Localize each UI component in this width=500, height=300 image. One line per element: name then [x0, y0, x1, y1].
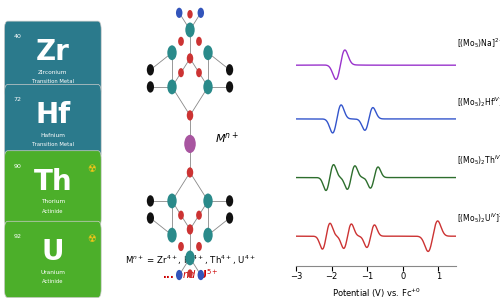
Circle shape [226, 195, 233, 207]
Circle shape [196, 37, 202, 46]
Circle shape [186, 250, 194, 265]
Circle shape [198, 270, 204, 280]
Circle shape [147, 64, 154, 76]
Circle shape [196, 242, 202, 251]
Circle shape [187, 53, 193, 64]
Circle shape [204, 194, 212, 208]
FancyBboxPatch shape [4, 85, 101, 161]
Circle shape [168, 194, 176, 208]
Text: 90: 90 [13, 164, 21, 169]
Text: 72: 72 [13, 98, 21, 102]
Text: Thorium: Thorium [40, 199, 65, 204]
Text: Hf: Hf [35, 101, 70, 129]
Text: Transition Metal: Transition Metal [32, 142, 74, 148]
Circle shape [176, 270, 182, 280]
Circle shape [147, 195, 154, 207]
Circle shape [176, 8, 182, 18]
Circle shape [198, 8, 204, 18]
Text: Actinide: Actinide [42, 209, 64, 214]
Text: M$^{n+}$ = Zr$^{4+}$, Hf$^{4+}$, Th$^{4+}$, U$^{4+}$: M$^{n+}$ = Zr$^{4+}$, Hf$^{4+}$, Th$^{4+… [124, 254, 256, 268]
Circle shape [178, 37, 184, 46]
Text: ☢: ☢ [87, 164, 96, 174]
X-axis label: Potential (V) vs. Fc$^{+0}$: Potential (V) vs. Fc$^{+0}$ [332, 286, 420, 300]
Text: Zirconium: Zirconium [38, 70, 68, 75]
Circle shape [226, 81, 233, 93]
Text: U: U [42, 238, 64, 266]
Text: ... $\it{and}$ U$^{5+}$: ... $\it{and}$ U$^{5+}$ [162, 267, 218, 281]
Text: 40: 40 [13, 34, 21, 39]
Circle shape [204, 45, 212, 60]
Text: Uranium: Uranium [40, 270, 66, 275]
Circle shape [188, 269, 192, 278]
Circle shape [147, 212, 154, 224]
Circle shape [147, 81, 154, 93]
FancyBboxPatch shape [4, 221, 101, 298]
Text: Hafnium: Hafnium [40, 133, 66, 138]
Text: Actinide: Actinide [42, 279, 64, 284]
Circle shape [187, 110, 193, 121]
FancyBboxPatch shape [4, 151, 101, 227]
Circle shape [168, 45, 176, 60]
Circle shape [168, 228, 176, 242]
Circle shape [187, 167, 193, 178]
Circle shape [188, 10, 192, 19]
Circle shape [196, 68, 202, 77]
Circle shape [186, 22, 194, 37]
Text: [(Mo$_5$)$_2$U$^{IV}$]$^{2-}$: [(Mo$_5$)$_2$U$^{IV}$]$^{2-}$ [456, 211, 500, 225]
Text: Zr: Zr [36, 38, 70, 66]
Text: M$^{n+}$: M$^{n+}$ [215, 130, 239, 146]
Circle shape [204, 80, 212, 94]
Text: [(Mo$_5$)$_2$Hf$^{IV}$]$^{2-}$: [(Mo$_5$)$_2$Hf$^{IV}$]$^{2-}$ [456, 95, 500, 109]
Text: [(Mo$_5$)Na]$^{2-}$: [(Mo$_5$)Na]$^{2-}$ [456, 36, 500, 50]
Text: 92: 92 [13, 234, 21, 239]
Text: ☢: ☢ [87, 234, 96, 244]
Circle shape [187, 224, 193, 235]
Circle shape [178, 211, 184, 220]
Text: [(Mo$_5$)$_2$Th$^{IV}$]$^{2-}$: [(Mo$_5$)$_2$Th$^{IV}$]$^{2-}$ [456, 154, 500, 167]
Circle shape [226, 212, 233, 224]
Circle shape [168, 80, 176, 94]
Text: Transition Metal: Transition Metal [32, 79, 74, 84]
Circle shape [184, 135, 196, 153]
Text: Th: Th [34, 168, 72, 196]
Circle shape [178, 68, 184, 77]
Circle shape [226, 64, 233, 76]
Circle shape [178, 242, 184, 251]
FancyBboxPatch shape [4, 21, 101, 98]
Circle shape [204, 228, 212, 242]
Circle shape [196, 211, 202, 220]
